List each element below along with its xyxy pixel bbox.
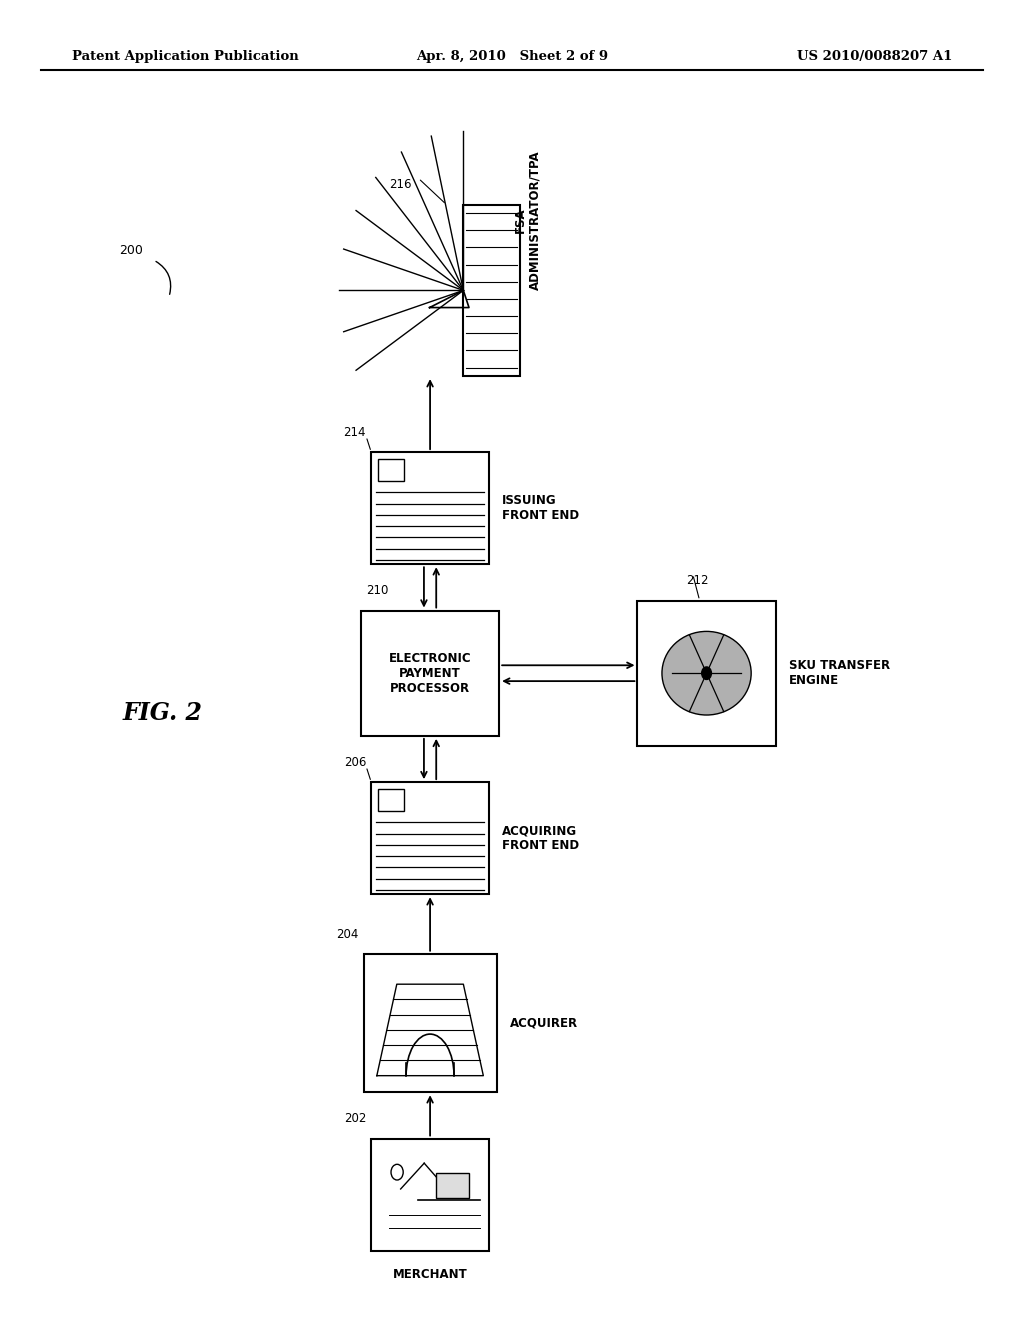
Bar — [378, 789, 404, 812]
Text: Patent Application Publication: Patent Application Publication — [72, 50, 298, 63]
Bar — [637, 601, 776, 746]
Text: FSA
ADMINISTRATOR/TPA: FSA ADMINISTRATOR/TPA — [514, 150, 542, 290]
Text: 214: 214 — [344, 426, 367, 438]
Text: 210: 210 — [367, 585, 388, 597]
Text: 204: 204 — [336, 928, 358, 940]
Bar — [371, 781, 489, 895]
Circle shape — [701, 667, 712, 680]
Bar — [371, 1138, 489, 1251]
Text: FIG. 2: FIG. 2 — [123, 701, 203, 725]
Text: 200: 200 — [120, 244, 143, 257]
Text: 212: 212 — [686, 574, 709, 587]
Bar — [364, 953, 497, 1093]
Text: 206: 206 — [344, 756, 367, 768]
Text: ISSUING
FRONT END: ISSUING FRONT END — [502, 494, 580, 523]
Polygon shape — [377, 985, 483, 1076]
Bar — [371, 451, 489, 565]
Bar — [378, 459, 404, 482]
Text: MERCHANT: MERCHANT — [393, 1267, 467, 1280]
Bar — [360, 610, 500, 737]
Bar — [463, 205, 519, 376]
Text: 202: 202 — [344, 1113, 367, 1125]
Text: ELECTRONIC
PAYMENT
PROCESSOR: ELECTRONIC PAYMENT PROCESSOR — [389, 652, 471, 694]
Bar — [436, 1173, 469, 1199]
Text: Apr. 8, 2010   Sheet 2 of 9: Apr. 8, 2010 Sheet 2 of 9 — [416, 50, 608, 63]
Text: US 2010/0088207 A1: US 2010/0088207 A1 — [797, 50, 952, 63]
Text: SKU TRANSFER
ENGINE: SKU TRANSFER ENGINE — [788, 659, 890, 688]
Text: ACQUIRING
FRONT END: ACQUIRING FRONT END — [502, 824, 580, 853]
Ellipse shape — [662, 631, 752, 715]
Text: ACQUIRER: ACQUIRER — [510, 1016, 579, 1030]
Text: 216: 216 — [389, 178, 412, 191]
